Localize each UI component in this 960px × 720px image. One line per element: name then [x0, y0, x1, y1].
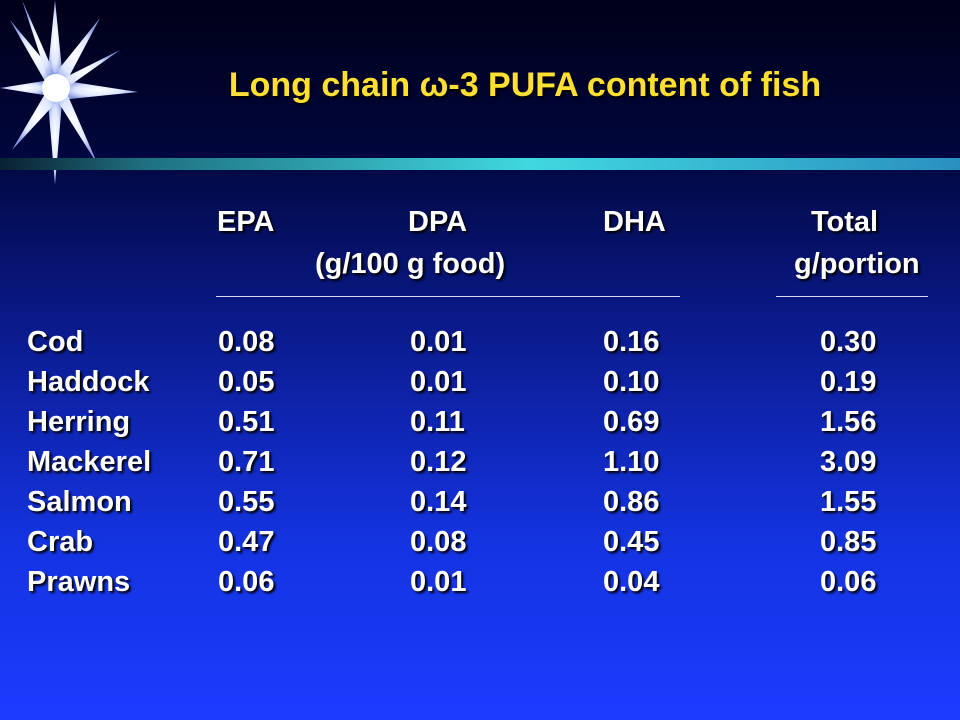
starburst-decoration	[0, 0, 138, 185]
row-name-cod: Cod	[27, 326, 84, 358]
cell-haddock-dpa: 0.01	[410, 366, 467, 398]
cell-salmon-total: 1.55	[820, 486, 877, 518]
cell-prawns-epa: 0.06	[218, 566, 275, 598]
title-underline-bar	[0, 158, 960, 170]
cell-cod-dpa: 0.01	[410, 326, 467, 358]
cell-herring-epa: 0.51	[218, 406, 275, 438]
slide-title: Long chain ω-3 PUFA content of fish	[0, 66, 960, 105]
header-dpa: DPA	[408, 206, 468, 238]
cell-mackerel-dpa: 0.12	[410, 446, 467, 478]
cell-crab-total: 0.85	[820, 526, 877, 558]
cell-prawns-dpa: 0.01	[410, 566, 467, 598]
title-prefix: Long chain	[228, 66, 420, 104]
row-name-mackerel: Mackerel	[27, 446, 152, 478]
cell-herring-dpa: 0.11	[410, 406, 465, 438]
cell-cod-dha: 0.16	[603, 326, 660, 358]
cell-prawns-dha: 0.04	[603, 566, 660, 598]
cell-mackerel-epa: 0.71	[218, 446, 275, 478]
row-name-herring: Herring	[27, 406, 131, 438]
row-name-crab: Crab	[27, 526, 94, 558]
row-name-haddock: Haddock	[27, 366, 150, 398]
row-name-salmon: Salmon	[27, 486, 132, 518]
cell-salmon-dha: 0.86	[603, 486, 660, 518]
cell-cod-total: 0.30	[820, 326, 877, 358]
cell-cod-epa: 0.08	[218, 326, 275, 358]
cell-mackerel-dha: 1.10	[603, 446, 660, 478]
header-epa: EPA	[217, 206, 275, 238]
header-total: Total	[811, 206, 879, 238]
header-divider-right	[776, 296, 928, 297]
cell-haddock-total: 0.19	[820, 366, 877, 398]
title-suffix: -3 PUFA content of fish	[448, 66, 822, 104]
cell-salmon-dpa: 0.14	[410, 486, 467, 518]
cell-haddock-epa: 0.05	[218, 366, 275, 398]
cell-herring-dha: 0.69	[603, 406, 660, 438]
cell-crab-dha: 0.45	[603, 526, 660, 558]
cell-prawns-total: 0.06	[820, 566, 877, 598]
cell-mackerel-total: 3.09	[820, 446, 877, 478]
header-unit-per-portion: g/portion	[794, 248, 920, 280]
header-dha: DHA	[603, 206, 666, 238]
header-unit-per-100g: (g/100 g food)	[315, 248, 506, 280]
row-name-prawns: Prawns	[27, 566, 131, 598]
cell-haddock-dha: 0.10	[603, 366, 660, 398]
header-divider-left	[216, 296, 680, 297]
cell-crab-epa: 0.47	[218, 526, 275, 558]
cell-crab-dpa: 0.08	[410, 526, 467, 558]
cell-salmon-epa: 0.55	[218, 486, 275, 518]
cell-herring-total: 1.56	[820, 406, 877, 438]
omega-symbol: ω	[419, 66, 449, 104]
